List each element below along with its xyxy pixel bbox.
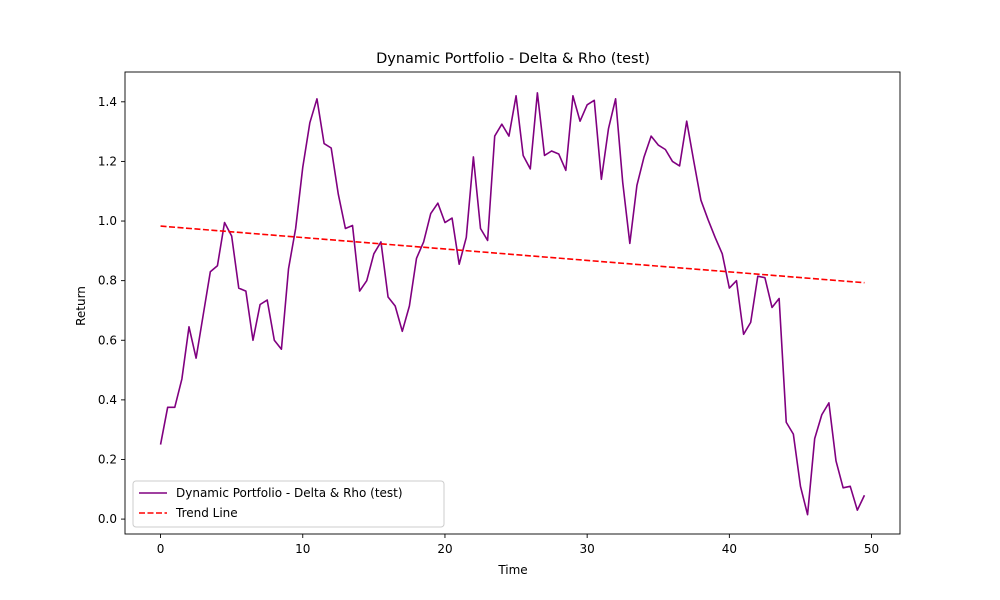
y-tick-label: 0.6 — [98, 333, 117, 347]
y-tick-label: 1.0 — [98, 214, 117, 228]
x-axis-title: Time — [497, 563, 527, 577]
y-tick-label: 0.8 — [98, 274, 117, 288]
x-tick-label: 10 — [295, 542, 310, 556]
trend-line-series — [160, 225, 865, 284]
axes-frame — [124, 71, 901, 535]
x-tick-label: 30 — [580, 542, 595, 556]
legend: Dynamic Portfolio - Delta & Rho (test) Tr… — [132, 480, 445, 528]
legend-label-portfolio: Dynamic Portfolio - Delta & Rho (test) — [176, 486, 403, 500]
x-tick-label: 0 — [157, 542, 165, 556]
portfolio-return-series — [159, 92, 866, 516]
y-tick-label: 0.4 — [98, 393, 117, 407]
x-tick-label: 20 — [437, 542, 452, 556]
y-tick-label: 1.4 — [98, 95, 117, 109]
x-tick-label: 50 — [864, 542, 879, 556]
x-tick-label: 40 — [722, 542, 737, 556]
y-tick-label: 1.2 — [98, 154, 117, 168]
legend-label-trend-line: Trend Line — [175, 506, 238, 520]
legend-box — [132, 480, 445, 528]
chart-title: Dynamic Portfolio - Delta & Rho (test) — [376, 51, 650, 67]
y-tick-label: 0.0 — [98, 512, 117, 526]
y-tick-label: 0.2 — [98, 452, 117, 466]
plot-area: 0 10 20 30 40 50 0.0 0.2 0.4 0.6 0.8 1.0 1.2 1.4 — [98, 71, 901, 556]
y-axis-title: Return — [74, 286, 88, 326]
